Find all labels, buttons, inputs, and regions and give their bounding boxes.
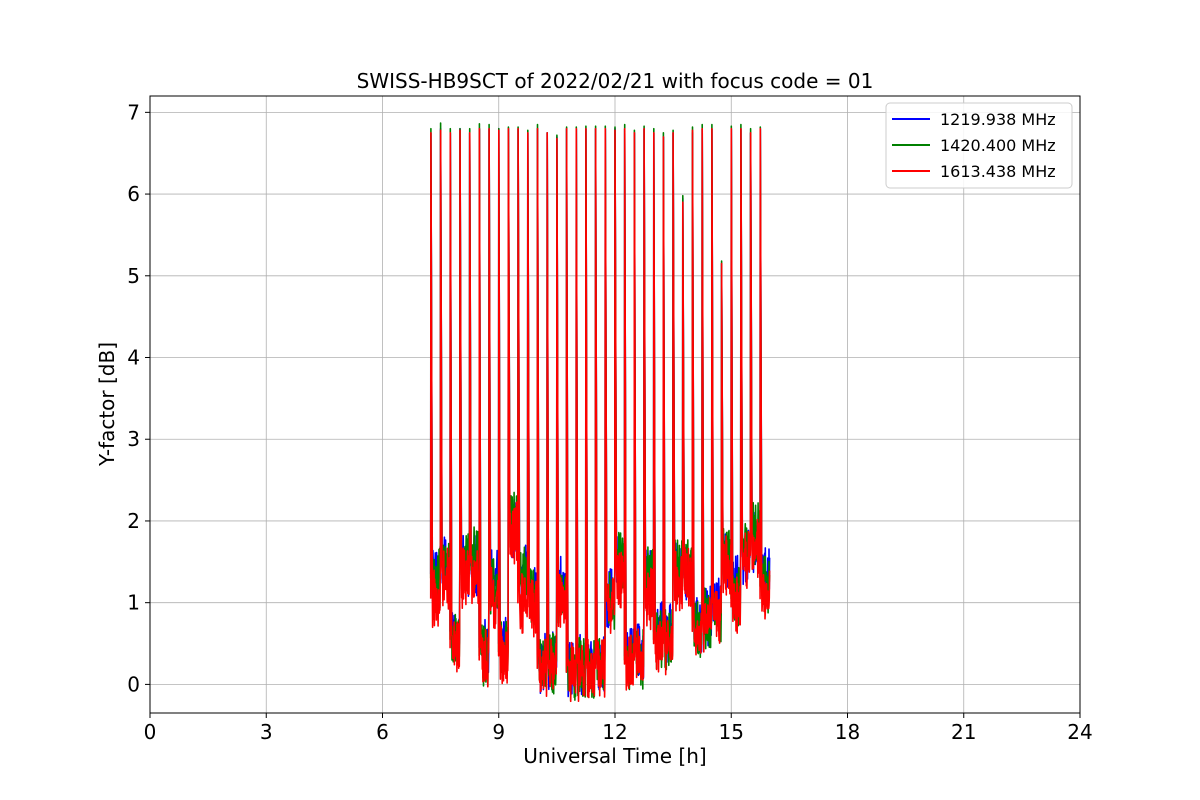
legend: 1219.938 MHz 1420.400 MHz 1613.438 MHz [885, 102, 1073, 189]
x-tick-label: 6 [376, 720, 389, 744]
legend-label-1420: 1420.400 MHz [940, 136, 1056, 155]
x-tick-label: 15 [719, 720, 744, 744]
x-tick-label: 24 [1067, 720, 1092, 744]
x-tick-label: 21 [951, 720, 976, 744]
plot-data [429, 122, 771, 703]
chart-title: SWISS-HB9SCT of 2022/02/21 with focus co… [357, 69, 874, 93]
y-tick-label: 4 [127, 346, 140, 370]
x-tick-label: 0 [144, 720, 157, 744]
y-tick-label: 5 [127, 264, 140, 288]
legend-box [885, 102, 1073, 189]
x-tick-label: 18 [835, 720, 860, 744]
y-axis-label: Y-factor [dB] [95, 342, 119, 467]
y-tick-label: 1 [127, 591, 140, 615]
y-tick-label: 7 [127, 100, 140, 124]
x-tick-label: 12 [602, 720, 627, 744]
legend-label-1613: 1613.438 MHz [940, 162, 1056, 181]
y-tick-label: 2 [127, 509, 140, 533]
legend-label-1219: 1219.938 MHz [940, 110, 1056, 129]
y-tick-label: 0 [127, 672, 140, 696]
y-tick-label: 3 [127, 427, 140, 451]
x-tick-label: 3 [260, 720, 273, 744]
x-axis-label: Universal Time [h] [523, 744, 706, 768]
x-tick-label: 9 [492, 720, 505, 744]
y-tick-label: 6 [127, 182, 140, 206]
series-line-2 [429, 127, 771, 703]
